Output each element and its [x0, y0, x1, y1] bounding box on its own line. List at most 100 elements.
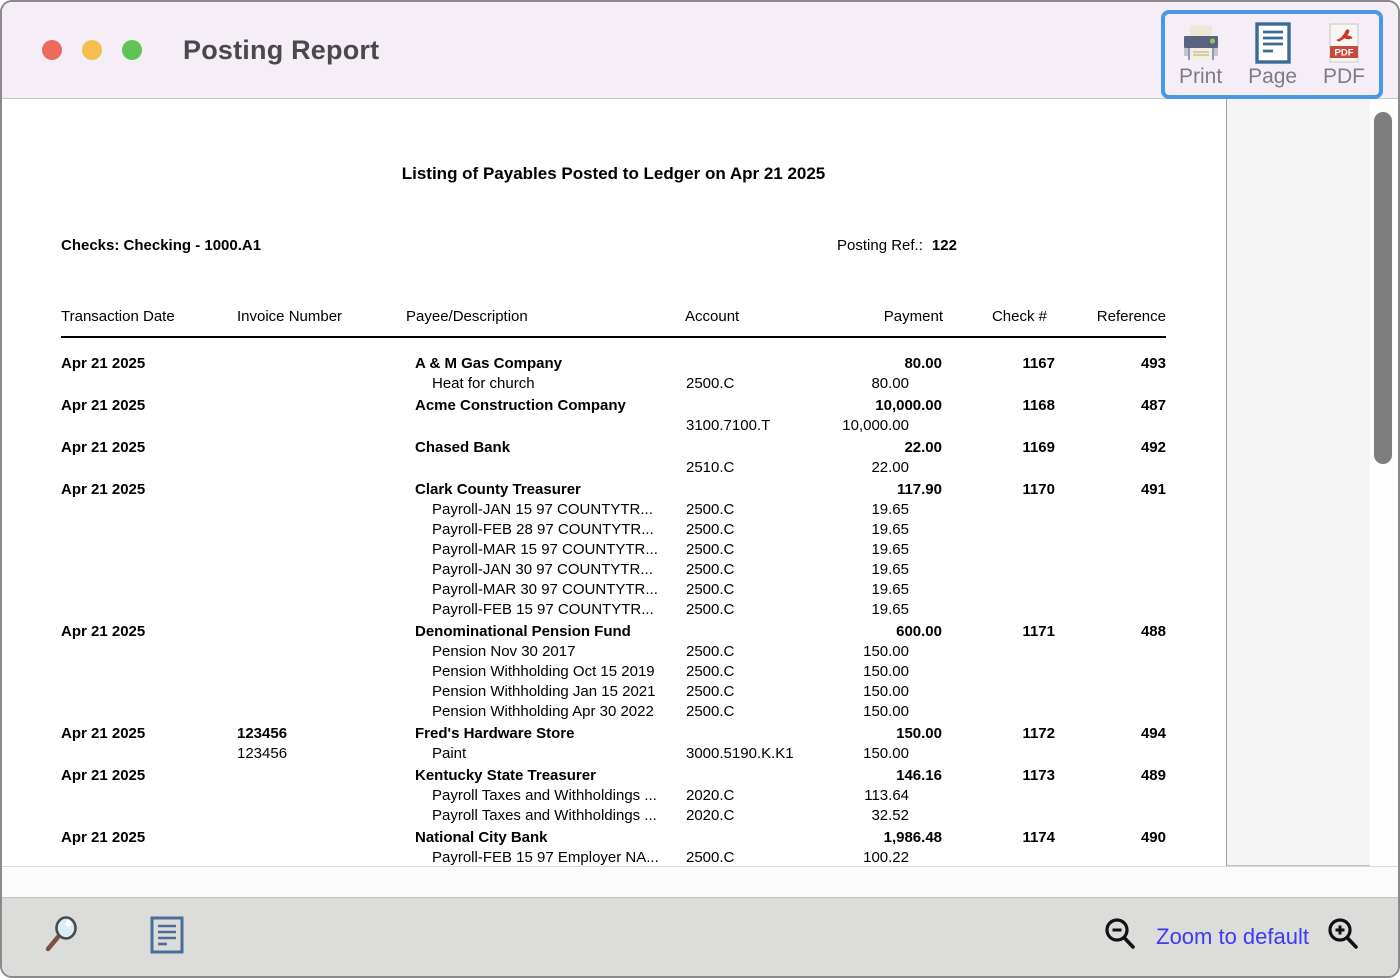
detail-description: Payroll-FEB 28 97 COUNTYTR... — [432, 521, 654, 538]
entry-check-number: 1167 — [1022, 355, 1055, 372]
entry-detail-row: Payroll-JAN 15 97 COUNTYTR... 2500.C 19.65 — [2, 500, 1226, 520]
entry-date: Apr 21 2025 — [61, 481, 146, 498]
entry-detail-row: Payroll-FEB 28 97 COUNTYTR... 2500.C 19.65 — [2, 520, 1226, 540]
entry-reference: 492 — [1140, 439, 1166, 456]
detail-amount: 113.64 — [864, 787, 909, 804]
col-payment: Payment — [883, 308, 943, 325]
posting-ref-label: Posting Ref.: — [837, 237, 923, 254]
report-view: Listing of Payables Posted to Ledger on … — [2, 99, 1398, 866]
entry-detail-row: Heat for church 2500.C 80.00 — [2, 374, 1226, 394]
vertical-scrollbar[interactable] — [1370, 99, 1398, 866]
entry-check-number: 1171 — [1022, 623, 1055, 640]
detail-account: 2500.C — [686, 601, 735, 618]
zoom-out-button[interactable] — [1102, 916, 1140, 959]
detail-description: Payroll-MAR 15 97 COUNTYTR... — [432, 541, 658, 558]
pdf-icon: PDF — [1327, 21, 1361, 65]
entry-reference: 493 — [1140, 355, 1166, 372]
detail-description: Pension Withholding Apr 30 2022 — [432, 703, 654, 720]
report-page: Listing of Payables Posted to Ledger on … — [2, 99, 1227, 866]
entry-detail-row: Pension Withholding Oct 15 2019 2500.C 150… — [2, 662, 1226, 682]
detail-amount: 150.00 — [863, 745, 909, 762]
entry-detail-row: Payroll-JAN 30 97 COUNTYTR... 2500.C 19.65 — [2, 560, 1226, 580]
report-text-view-button[interactable] — [150, 916, 184, 959]
entry-reference: 489 — [1140, 767, 1166, 784]
zoom-out-icon — [1102, 916, 1140, 959]
entry-reference: 488 — [1140, 623, 1166, 640]
zoom-window-button[interactable] — [122, 40, 142, 60]
vertical-scrollbar-thumb[interactable] — [1374, 112, 1392, 464]
entry-detail-row: Pension Nov 30 2017 2500.C 150.00 — [2, 642, 1226, 662]
horizontal-scrollbar-track[interactable] — [2, 866, 1398, 897]
entry-detail-row: 2510.C 22.00 — [2, 458, 1226, 478]
detail-amount: 19.65 — [871, 601, 909, 618]
print-label: Print — [1179, 64, 1223, 88]
detail-account: 3000.5190.K.K1 — [686, 745, 794, 762]
entry-payment: 600.00 — [896, 623, 942, 640]
entry-check-number: 1170 — [1022, 481, 1055, 498]
detail-account: 2500.C — [686, 561, 735, 578]
entry-payment: 1,986.48 — [883, 829, 942, 846]
detail-account: 2020.C — [686, 807, 735, 824]
detail-amount: 22.00 — [871, 459, 909, 476]
page-margin-panel — [1227, 99, 1370, 866]
detail-description: Payroll-JAN 30 97 COUNTYTR... — [432, 561, 653, 578]
entry-payee: A & M Gas Company — [415, 355, 562, 372]
detail-description: Paint — [432, 745, 467, 762]
entry-main-row: Apr 21 2025 National City Bank 1,986.48 117… — [2, 828, 1226, 848]
traffic-lights — [2, 40, 142, 60]
minimize-button[interactable] — [82, 40, 102, 60]
entry-check-number: 1169 — [1022, 439, 1055, 456]
page-icon — [1254, 21, 1291, 65]
detail-description: Payroll Taxes and Withholdings ... — [432, 807, 657, 824]
print-button[interactable]: Print — [1179, 21, 1222, 89]
entry-date: Apr 21 2025 — [61, 829, 146, 846]
detail-account: 2500.C — [686, 521, 735, 538]
entry-date: Apr 21 2025 — [61, 767, 146, 784]
entry-main-row: Apr 21 2025 Chased Bank 22.00 1169 492 — [2, 438, 1226, 458]
entry-payment: 146.16 — [896, 767, 942, 784]
page-label: Page — [1248, 64, 1298, 88]
zoom-in-button[interactable] — [1325, 916, 1363, 959]
entry-reference: 487 — [1140, 397, 1166, 414]
entry-date: Apr 21 2025 — [61, 623, 146, 640]
magnifier-tool-button[interactable] — [42, 913, 84, 962]
entry-payment: 117.90 — [896, 481, 942, 498]
detail-description: Payroll-MAR 30 97 COUNTYTR... — [432, 581, 658, 598]
entry-payment: 10,000.00 — [875, 397, 942, 414]
detail-description: Payroll-FEB 15 97 Employer NA... — [432, 849, 659, 866]
close-button[interactable] — [42, 40, 62, 60]
document-icon — [150, 916, 184, 959]
detail-amount: 150.00 — [863, 663, 909, 680]
zoom-in-icon — [1325, 916, 1363, 959]
entry-reference: 494 — [1140, 725, 1166, 742]
detail-invoice-number: 123456 — [237, 745, 288, 762]
zoom-to-default-button[interactable]: Zoom to default — [1156, 924, 1309, 949]
entry-detail-row: Payroll-MAR 15 97 COUNTYTR... 2500.C 19.65 — [2, 540, 1226, 560]
entry-detail-row: 123456 Paint 3000.5190.K.K1 150.00 — [2, 744, 1226, 764]
detail-account: 2500.C — [686, 541, 735, 558]
magnifier-icon — [42, 913, 84, 962]
pdf-button[interactable]: PDF PDF — [1323, 21, 1365, 89]
detail-account: 2500.C — [686, 849, 735, 866]
entry-main-row: Apr 21 2025 Clark County Treasurer 117.90 1… — [2, 480, 1226, 500]
detail-amount: 150.00 — [863, 643, 909, 660]
detail-description: Pension Withholding Oct 15 2019 — [432, 663, 655, 680]
entry-reference: 491 — [1140, 481, 1166, 498]
detail-account: 2500.C — [686, 703, 735, 720]
detail-amount: 19.65 — [871, 501, 909, 518]
entry-main-row: Apr 21 2025 Acme Construction Company 10,0… — [2, 396, 1226, 416]
entry-payment: 80.00 — [904, 355, 942, 372]
entry-check-number: 1172 — [1022, 725, 1055, 742]
entry-payment: 150.00 — [896, 725, 942, 742]
detail-amount: 150.00 — [863, 703, 909, 720]
entry-reference: 490 — [1140, 829, 1166, 846]
detail-amount: 19.65 — [871, 521, 909, 538]
page-setup-button[interactable]: Page — [1248, 21, 1297, 89]
detail-description: Pension Nov 30 2017 — [432, 643, 576, 660]
report-rows: Apr 21 2025 A & M Gas Company 80.00 1167 493… — [2, 354, 1226, 866]
detail-account: 2500.C — [686, 501, 735, 518]
entry-detail-row: Payroll-MAR 30 97 COUNTYTR... 2500.C 19.65 — [2, 580, 1226, 600]
entry-payee: Acme Construction Company — [415, 397, 626, 414]
column-headers: Transaction Date Invoice Number Payee/De… — [2, 307, 1226, 327]
